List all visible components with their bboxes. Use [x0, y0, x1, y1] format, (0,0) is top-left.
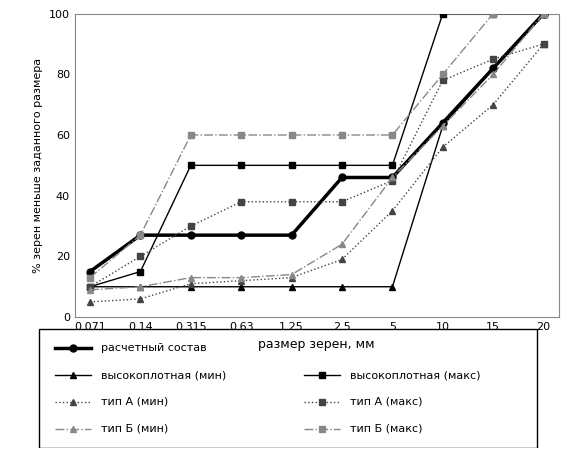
- Text: тип Б (мин): тип Б (мин): [101, 424, 169, 434]
- высокоплотная (макс): [238, 163, 245, 168]
- высокоплотная (макс): [288, 163, 295, 168]
- высокоплотная (мин): [439, 123, 446, 129]
- тип А (макс): [137, 254, 144, 259]
- расчетный состав: [389, 175, 396, 180]
- тип А (мин): [439, 145, 446, 150]
- тип Б (макс): [288, 132, 295, 138]
- тип А (мин): [288, 275, 295, 280]
- высокоплотная (мин): [86, 284, 93, 289]
- высокоплотная (макс): [540, 11, 547, 16]
- Text: высокоплотная (мин): высокоплотная (мин): [101, 370, 226, 380]
- Text: высокоплотная (макс): высокоплотная (макс): [350, 370, 481, 380]
- расчетный состав: [439, 120, 446, 125]
- Text: тип А (мин): тип А (мин): [101, 397, 169, 407]
- тип А (макс): [540, 41, 547, 47]
- высокоплотная (мин): [540, 11, 547, 16]
- тип А (макс): [86, 284, 93, 289]
- высокоплотная (макс): [490, 11, 497, 16]
- высокоплотная (мин): [187, 284, 194, 289]
- тип А (мин): [389, 208, 396, 214]
- тип А (макс): [439, 77, 446, 83]
- расчетный состав: [137, 232, 144, 238]
- тип А (мин): [137, 296, 144, 302]
- тип А (мин): [238, 278, 245, 284]
- высокоплотная (мин): [288, 284, 295, 289]
- Line: расчетный состав: расчетный состав: [86, 10, 547, 275]
- Text: расчетный состав: расчетный состав: [101, 343, 207, 353]
- высокоплотная (макс): [137, 269, 144, 274]
- тип Б (мин): [187, 275, 194, 280]
- расчетный состав: [238, 232, 245, 238]
- тип Б (мин): [86, 287, 93, 293]
- тип Б (макс): [187, 132, 194, 138]
- Line: тип Б (мин): тип Б (мин): [86, 10, 547, 293]
- высокоплотная (макс): [86, 284, 93, 289]
- тип А (макс): [389, 178, 396, 183]
- высокоплотная (макс): [187, 163, 194, 168]
- Line: тип Б (макс): тип Б (макс): [86, 10, 547, 281]
- тип Б (макс): [238, 132, 245, 138]
- тип Б (мин): [288, 272, 295, 277]
- Line: высокоплотная (мин): высокоплотная (мин): [86, 10, 547, 290]
- тип Б (мин): [540, 11, 547, 16]
- Text: тип А (макс): тип А (макс): [350, 397, 423, 407]
- высокоплотная (макс): [339, 163, 346, 168]
- тип А (макс): [288, 199, 295, 204]
- тип Б (мин): [439, 123, 446, 129]
- высокоплотная (макс): [389, 163, 396, 168]
- Line: тип А (мин): тип А (мин): [86, 40, 547, 305]
- расчетный состав: [86, 269, 93, 274]
- расчетный состав: [339, 175, 346, 180]
- тип Б (мин): [238, 275, 245, 280]
- X-axis label: размер зерен, мм: размер зерен, мм: [259, 337, 375, 351]
- расчетный состав: [490, 66, 497, 71]
- тип А (мин): [339, 257, 346, 262]
- тип Б (мин): [339, 241, 346, 247]
- Text: тип Б (макс): тип Б (макс): [350, 424, 423, 434]
- тип А (мин): [490, 102, 497, 107]
- Y-axis label: % зерен меньше заданного размера: % зерен меньше заданного размера: [33, 58, 43, 273]
- Line: тип А (макс): тип А (макс): [86, 40, 547, 290]
- тип Б (макс): [86, 275, 93, 280]
- тип А (макс): [187, 223, 194, 229]
- тип А (мин): [540, 41, 547, 47]
- расчетный состав: [540, 11, 547, 16]
- тип Б (макс): [490, 11, 497, 16]
- высокоплотная (мин): [238, 284, 245, 289]
- тип Б (макс): [339, 132, 346, 138]
- расчетный состав: [187, 232, 194, 238]
- тип Б (макс): [540, 11, 547, 16]
- тип Б (макс): [439, 72, 446, 77]
- тип А (макс): [238, 199, 245, 204]
- тип Б (мин): [389, 175, 396, 180]
- высокоплотная (мин): [389, 284, 396, 289]
- тип Б (макс): [389, 132, 396, 138]
- тип Б (макс): [137, 232, 144, 238]
- высокоплотная (мин): [490, 66, 497, 71]
- тип А (мин): [187, 281, 194, 286]
- расчетный состав: [288, 232, 295, 238]
- тип А (макс): [490, 56, 497, 62]
- тип Б (мин): [490, 72, 497, 77]
- тип А (макс): [339, 199, 346, 204]
- высокоплотная (макс): [439, 11, 446, 16]
- тип Б (мин): [137, 284, 144, 289]
- Line: высокоплотная (макс): высокоплотная (макс): [86, 10, 547, 290]
- тип А (мин): [86, 299, 93, 304]
- высокоплотная (мин): [137, 284, 144, 289]
- высокоплотная (мин): [339, 284, 346, 289]
